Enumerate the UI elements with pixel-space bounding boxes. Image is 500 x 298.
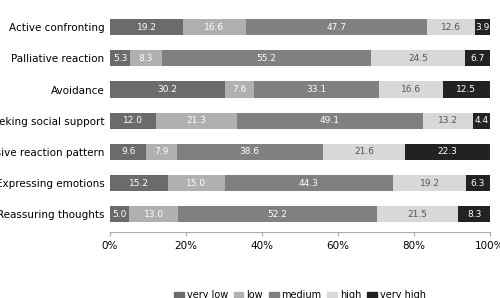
Text: 5.0: 5.0: [112, 210, 126, 219]
Text: 7.9: 7.9: [154, 147, 168, 156]
Bar: [246, 19, 428, 35]
Bar: [225, 81, 254, 98]
Bar: [428, 19, 475, 35]
Bar: [464, 50, 490, 66]
Legend: very low, low, medium, high, very high: very low, low, medium, high, very high: [170, 286, 430, 298]
Bar: [146, 144, 176, 160]
Bar: [474, 113, 490, 129]
Text: 15.0: 15.0: [186, 179, 206, 187]
Bar: [168, 175, 225, 191]
Text: 19.2: 19.2: [420, 179, 440, 187]
Text: 22.3: 22.3: [438, 147, 458, 156]
Text: 19.2: 19.2: [136, 23, 156, 32]
Bar: [156, 113, 236, 129]
Bar: [110, 113, 156, 129]
Text: 24.5: 24.5: [408, 54, 428, 63]
Text: 12.6: 12.6: [441, 23, 461, 32]
Bar: [423, 113, 474, 129]
Bar: [183, 19, 246, 35]
Bar: [442, 81, 490, 98]
Text: 15.2: 15.2: [129, 179, 149, 187]
Bar: [406, 144, 490, 160]
Bar: [178, 206, 377, 222]
Bar: [110, 81, 225, 98]
Bar: [254, 81, 380, 98]
Bar: [129, 206, 178, 222]
Text: 16.6: 16.6: [401, 85, 421, 94]
Text: 21.3: 21.3: [186, 116, 206, 125]
Text: 33.1: 33.1: [306, 85, 326, 94]
Text: 16.6: 16.6: [204, 23, 225, 32]
Bar: [110, 144, 146, 160]
Text: 4.4: 4.4: [474, 116, 488, 125]
Bar: [458, 206, 490, 222]
Text: 49.1: 49.1: [320, 116, 340, 125]
Bar: [393, 175, 466, 191]
Text: 6.3: 6.3: [471, 179, 485, 187]
Text: 13.2: 13.2: [438, 116, 458, 125]
Text: 6.7: 6.7: [470, 54, 484, 63]
Text: 9.6: 9.6: [121, 147, 136, 156]
Bar: [475, 19, 490, 35]
Text: 38.6: 38.6: [240, 147, 260, 156]
Text: 12.0: 12.0: [123, 116, 143, 125]
Bar: [110, 175, 168, 191]
Text: 44.3: 44.3: [299, 179, 319, 187]
Text: 8.3: 8.3: [138, 54, 153, 63]
Text: 52.2: 52.2: [268, 210, 287, 219]
Bar: [377, 206, 458, 222]
Bar: [372, 50, 464, 66]
Bar: [380, 81, 442, 98]
Text: 21.5: 21.5: [408, 210, 428, 219]
Text: 5.3: 5.3: [113, 54, 128, 63]
Text: 21.6: 21.6: [354, 147, 374, 156]
Bar: [225, 175, 393, 191]
Text: 3.9: 3.9: [476, 23, 490, 32]
Text: 30.2: 30.2: [158, 85, 178, 94]
Text: 8.3: 8.3: [467, 210, 481, 219]
Bar: [110, 50, 130, 66]
Text: 12.5: 12.5: [456, 85, 476, 94]
Bar: [110, 206, 129, 222]
Bar: [466, 175, 490, 191]
Bar: [130, 50, 162, 66]
Bar: [323, 144, 406, 160]
Text: 47.7: 47.7: [326, 23, 346, 32]
Bar: [236, 113, 423, 129]
Text: 13.0: 13.0: [144, 210, 164, 219]
Text: 55.2: 55.2: [256, 54, 276, 63]
Bar: [176, 144, 323, 160]
Text: 7.6: 7.6: [232, 85, 246, 94]
Bar: [110, 19, 183, 35]
Bar: [162, 50, 372, 66]
